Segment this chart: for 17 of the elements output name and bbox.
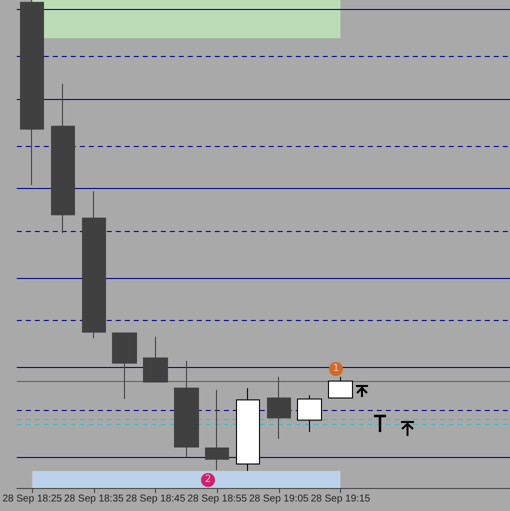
x-tick-label: 28 Sep 18:55 — [187, 494, 248, 504]
candlestick — [236, 388, 260, 472]
x-tick-label: 28 Sep 18:35 — [64, 494, 124, 504]
candlestick — [51, 83, 75, 234]
candlestick — [297, 394, 322, 432]
candlestick — [143, 336, 168, 383]
candlestick — [112, 332, 137, 400]
candlestick — [174, 360, 199, 458]
candlestick — [20, 0, 44, 186]
candlestick — [328, 376, 353, 399]
candlestick — [82, 190, 106, 339]
candlestick — [267, 376, 291, 440]
x-tick-label: 28 Sep 19:15 — [310, 494, 371, 504]
candlestick — [205, 390, 229, 471]
x-tick-label: 28 Sep 18:45 — [126, 494, 186, 504]
x-tick-label: 28 Sep 18:25 — [2, 494, 62, 504]
x-tick-label: 28 Sep 19:05 — [249, 494, 310, 504]
